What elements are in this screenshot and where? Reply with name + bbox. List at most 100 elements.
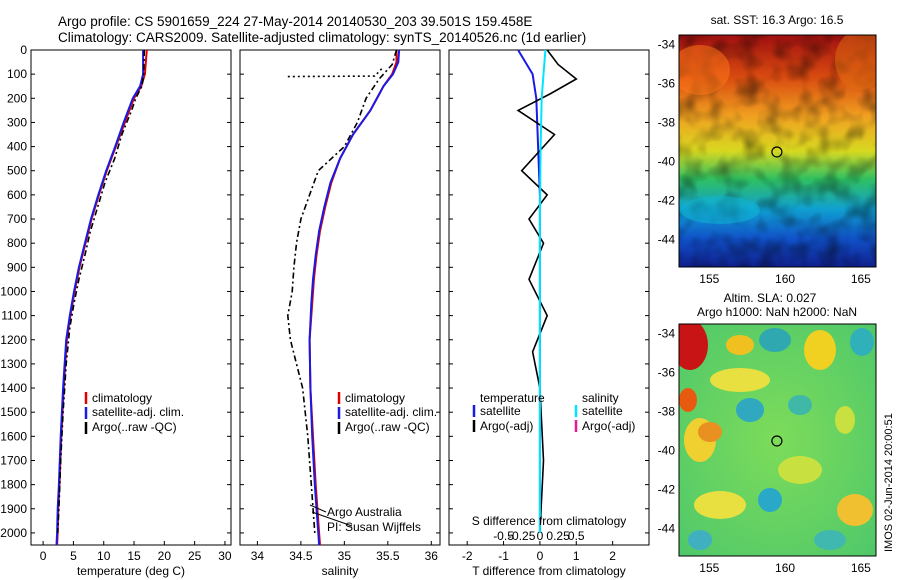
y-tick-label: 1500 <box>0 405 27 419</box>
series-line-satellite-adj-clim <box>55 50 145 546</box>
x-tick-label: 10 <box>97 549 111 563</box>
difference-panel-frame <box>448 49 650 546</box>
map-x-tick-label: 165 <box>851 272 871 286</box>
y-tick-label: 1400 <box>0 381 27 395</box>
series-line-salinity-satellite <box>538 49 547 533</box>
x-tick-label: 5 <box>70 549 77 563</box>
map-x-tick-label: 155 <box>699 561 719 575</box>
top-x-tick-label: 0 <box>537 529 544 543</box>
map-x-tick-label: 160 <box>775 272 795 286</box>
y-tick-label: 800 <box>7 236 27 250</box>
salinity-annotation-line1: Argo Australia <box>327 505 402 519</box>
map-x-tick-label: 160 <box>775 561 795 575</box>
x-tick-label: 0 <box>537 549 544 563</box>
y-tick-label: 1000 <box>0 284 27 298</box>
y-tick-label: 900 <box>7 260 27 274</box>
map-y-tick-label: -34 <box>658 327 676 341</box>
sla-argo-position-marker <box>771 435 783 447</box>
x-tick-label: 30 <box>218 549 232 563</box>
salinity-legend: climatology satellite-adj. clim. Argo(..… <box>337 391 437 434</box>
map-y-tick-label: -38 <box>658 116 676 130</box>
y-tick-label: 300 <box>7 115 27 129</box>
y-tick-label: 1700 <box>0 453 27 467</box>
difference-axis-label: T difference from climatology <box>472 564 626 578</box>
legend-label-argo: Argo(..raw -QC) <box>345 420 430 434</box>
temperature-axis-label: temperature (deg C) <box>77 564 185 578</box>
annotation-pointer <box>309 504 327 513</box>
map-y-tick-label: -38 <box>658 405 676 419</box>
map-y-tick-label: -40 <box>658 155 676 169</box>
y-tick-label: 0 <box>20 43 27 57</box>
map-y-tick-label: -44 <box>658 522 676 536</box>
sst-map-image <box>679 35 876 267</box>
figure-title-line2: Climatology: CARS2009. Satellite-adjuste… <box>58 30 586 45</box>
y-tick-label: 1100 <box>1 309 27 323</box>
x-tick-label: 20 <box>158 549 172 563</box>
temperature-panel-frame <box>30 49 232 546</box>
legend-label-satellite: satellite-adj. clim. <box>92 405 184 419</box>
map-y-tick-label: -36 <box>658 77 676 91</box>
legend-label-salinity-satellite: satellite <box>582 404 623 418</box>
legend-label-climatology: climatology <box>92 391 152 405</box>
legend-label-argo: Argo(..raw -QC) <box>92 420 177 434</box>
y-tick-label: 200 <box>7 91 27 105</box>
axis-ticks-layer: 0 5 10 15 20 25 300100200300400500600700800900… <box>0 38 871 575</box>
x-tick-label: 34.5 <box>289 549 313 563</box>
map-y-tick-label: -42 <box>658 194 676 208</box>
sla-map-image <box>679 324 876 556</box>
map-x-tick-label: 155 <box>699 272 719 286</box>
series-line-satellite-adj-clim <box>308 49 401 546</box>
legend-label-climatology: climatology <box>345 391 405 405</box>
y-tick-label: 1600 <box>0 429 27 443</box>
x-tick-label: 2 <box>609 549 616 563</box>
map-y-tick-label: -36 <box>658 366 676 380</box>
map-y-tick-label: -34 <box>658 38 676 52</box>
x-tick-label: 35 <box>338 549 352 563</box>
legend-title-salinity: salinity <box>582 391 619 405</box>
map-y-tick-label: -42 <box>658 483 676 497</box>
x-tick-label: 0 <box>40 549 47 563</box>
top-x-tick-label: 0.5 <box>568 529 585 543</box>
series-line-argo-raw-qc <box>286 49 398 533</box>
y-tick-label: 100 <box>7 67 27 81</box>
legend-label-satellite: satellite-adj. clim. <box>345 405 437 419</box>
y-tick-label: 600 <box>7 188 27 202</box>
y-tick-label: 700 <box>7 212 27 226</box>
sla-map-title-line2: Argo h1000: NaN h2000: NaN <box>697 305 857 319</box>
legend-label-temperature-argo: Argo(-adj) <box>480 419 533 433</box>
figure-title-line1: Argo profile: CS 5901659_224 27-May-2014… <box>58 14 532 29</box>
salinity-axis-label: salinity <box>322 564 359 578</box>
x-tick-label: 34 <box>251 549 265 563</box>
sst-map-title: sat. SST: 16.3 Argo: 16.5 <box>711 13 844 27</box>
series-line-argo-raw-qc <box>56 49 146 533</box>
y-tick-label: 1900 <box>0 502 27 516</box>
x-tick-label: 1 <box>573 549 580 563</box>
legend-label-temperature-satellite: satellite <box>480 404 521 418</box>
legend-title-temperature: temperature <box>480 391 545 405</box>
top-x-tick-label: 0.25 <box>546 529 570 543</box>
difference-legend: temperature satellite Argo(-adj) salinit… <box>472 391 635 433</box>
map-x-tick-label: 165 <box>851 561 871 575</box>
salinity-panel-frame <box>239 49 441 546</box>
series-line-temperature-argo-adj <box>516 49 578 533</box>
map-y-tick-label: -44 <box>658 233 676 247</box>
sst-argo-position-marker <box>771 146 783 158</box>
series-line-argo-flagged <box>287 66 385 78</box>
sla-map-title-line1: Altim. SLA: 0.027 <box>724 291 817 305</box>
map-y-tick-label: -40 <box>658 444 676 458</box>
x-tick-label: 35.5 <box>376 549 400 563</box>
y-tick-label: 400 <box>7 140 27 154</box>
imos-credit: IMOS 02-Jun-2014 20:00:51 <box>883 413 895 552</box>
annotation-pointer <box>311 511 353 527</box>
y-tick-label: 1300 <box>0 357 27 371</box>
x-tick-label: -1 <box>498 549 509 563</box>
x-tick-label: -2 <box>462 549 473 563</box>
salinity-annotation-line2: PI: Susan Wijffels <box>327 520 421 534</box>
difference-top-axis-label: S difference from climatology <box>472 514 627 528</box>
x-tick-label: 36 <box>425 549 439 563</box>
y-tick-label: 2000 <box>0 526 27 540</box>
sla-map-frame <box>678 323 877 557</box>
profile-lines-layer <box>55 49 578 546</box>
y-tick-label: 1200 <box>0 333 27 347</box>
